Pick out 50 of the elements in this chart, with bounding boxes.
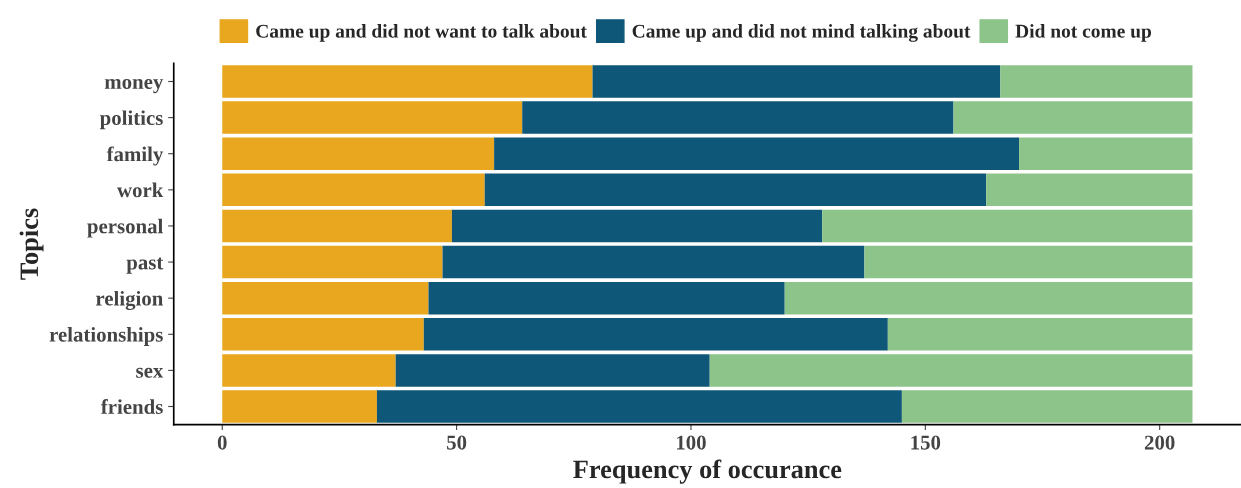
bar xyxy=(222,245,443,279)
x-tick-label: 150 xyxy=(911,435,941,450)
bar xyxy=(864,245,1193,279)
bar xyxy=(222,318,424,351)
y-tick-label: money xyxy=(104,78,164,94)
bar xyxy=(222,390,377,423)
y-tick-label: family xyxy=(106,146,164,166)
bar xyxy=(423,318,888,351)
x-axis-title: Frequency of occurance xyxy=(573,459,842,484)
bar xyxy=(376,390,902,423)
bar xyxy=(222,65,593,98)
bar xyxy=(592,65,1001,98)
bar xyxy=(986,173,1193,207)
legend-label: Came up and did not mind talking about xyxy=(632,24,971,42)
y-tick-label: work xyxy=(117,182,164,198)
bar xyxy=(822,209,1193,243)
bar xyxy=(484,173,987,207)
y-tick-label: friends xyxy=(100,399,163,414)
bar xyxy=(709,354,1193,387)
bar xyxy=(1000,65,1193,98)
bar xyxy=(222,173,485,207)
bar xyxy=(887,318,1193,351)
bar xyxy=(953,101,1193,134)
y-tick-label: politics xyxy=(99,110,163,130)
bar xyxy=(428,281,785,315)
bar xyxy=(901,390,1193,423)
x-tick-label: 50 xyxy=(447,435,467,450)
y-tick-label: sex xyxy=(136,367,164,378)
bar xyxy=(222,354,396,387)
bar xyxy=(222,137,495,170)
y-axis-title: Topics xyxy=(19,208,44,280)
bar xyxy=(442,245,865,279)
bar xyxy=(222,101,523,134)
y-tick-label: religion xyxy=(95,290,164,310)
bar xyxy=(494,137,1020,170)
bar xyxy=(395,354,710,387)
x-tick-label: 200 xyxy=(1144,435,1175,450)
bar xyxy=(222,281,429,315)
x-tick-label: 0 xyxy=(217,435,227,450)
bar xyxy=(222,209,452,243)
bar xyxy=(522,101,954,134)
bar xyxy=(1019,137,1193,170)
legend-label: Did not come up xyxy=(1015,24,1152,42)
y-tick-label: relationships xyxy=(49,327,163,346)
bar xyxy=(784,281,1193,315)
x-tick-label: 100 xyxy=(677,435,706,450)
y-tick-label: personal xyxy=(87,218,163,238)
y-tick-label: past xyxy=(126,257,164,274)
bar xyxy=(451,209,823,243)
legend-label: Came up and did not want to talk about xyxy=(256,24,587,42)
